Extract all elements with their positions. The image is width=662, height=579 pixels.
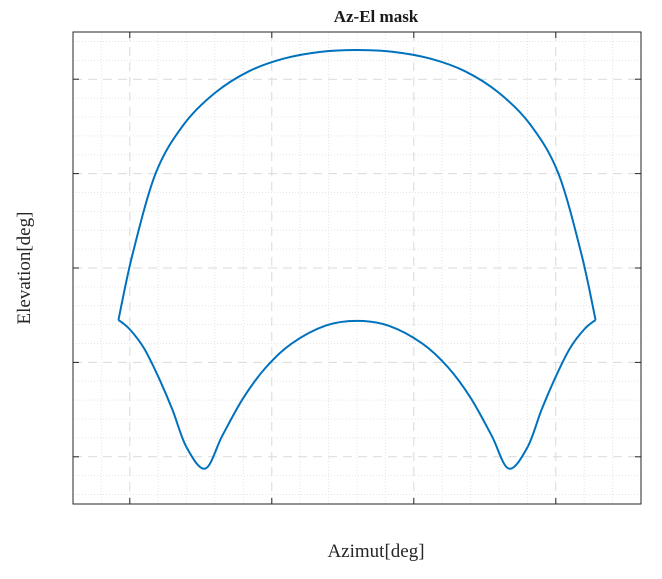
series-line-1 xyxy=(117,48,597,321)
y-axis-label: Elevation[deg] xyxy=(14,212,35,325)
series-line-2 xyxy=(117,319,597,470)
series-group xyxy=(117,48,597,470)
x-axis-label: Azimut[deg] xyxy=(327,541,424,562)
axes-frame xyxy=(72,31,642,505)
chart-title: Az-El mask xyxy=(334,7,419,26)
